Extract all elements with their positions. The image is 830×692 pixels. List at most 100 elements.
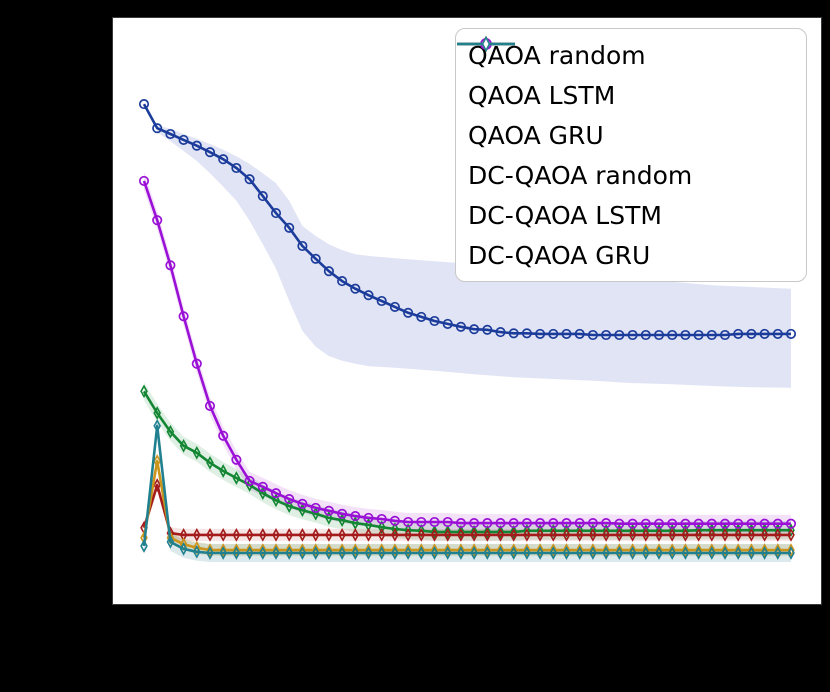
series-dc-qaoa-gru-marker (391, 546, 399, 560)
series-qaoa-lstm-marker (232, 471, 241, 485)
series-dc-qaoa-gru-marker (694, 546, 703, 560)
legend: QAOA random QAOA LSTM QAOA GRU DC-QAOA rand… (455, 28, 807, 282)
series-dc-qaoa-random-marker (561, 518, 572, 529)
series-qaoa-gru-marker (787, 528, 795, 542)
series-qaoa-gru-marker (589, 528, 597, 542)
series-dc-qaoa-gru-marker (536, 546, 544, 560)
series-dc-qaoa-lstm-marker (298, 543, 307, 557)
series-dc-qaoa-lstm-marker (417, 543, 426, 557)
series-dc-qaoa-gru-marker (575, 546, 584, 560)
series-qaoa-random-marker (508, 328, 519, 339)
series-dc-qaoa-random-marker (455, 518, 466, 529)
series-dc-qaoa-lstm-marker (628, 543, 637, 557)
series-qaoa-gru-marker (192, 528, 201, 542)
series-dc-qaoa-gru-marker (153, 419, 162, 433)
series-dc-qaoa-gru-marker (589, 546, 597, 560)
series-qaoa-random-marker (680, 329, 691, 341)
series-dc-qaoa-gru-marker (377, 546, 386, 560)
series-dc-qaoa-lstm-marker (377, 543, 386, 557)
series-dc-qaoa-random-marker (218, 430, 229, 441)
series-qaoa-random-marker (270, 208, 282, 219)
series-dc-qaoa-gru-marker (219, 546, 228, 560)
series-qaoa-gru-marker (430, 528, 439, 542)
series-dc-qaoa-gru-marker (457, 546, 465, 560)
series-dc-qaoa-random-marker (376, 513, 387, 525)
legend-label: QAOA random (468, 40, 646, 70)
legend-label: DC-QAOA random (468, 160, 693, 190)
series-qaoa-gru-marker (391, 528, 399, 542)
series-dc-qaoa-random-marker (719, 518, 731, 529)
series-qaoa-random-marker (627, 329, 638, 341)
series-dc-qaoa-random-marker (310, 502, 321, 513)
series-qaoa-gru-marker (628, 528, 637, 542)
series-dc-qaoa-random-marker (653, 518, 665, 529)
series-qaoa-gru-marker (417, 528, 426, 542)
series-qaoa-gru-marker (734, 528, 743, 542)
series-dc-qaoa-random-line (142, 180, 791, 526)
series-qaoa-random-marker (152, 123, 163, 134)
legend-line-sample-icon (457, 35, 515, 53)
series-dc-qaoa-lstm-marker (760, 543, 769, 557)
series-qaoa-gru-marker (153, 478, 162, 492)
series-qaoa-random-marker (521, 328, 532, 339)
series-dc-qaoa-gru-marker (179, 542, 188, 556)
legend-label: DC-QAOA LSTM (468, 200, 662, 230)
series-dc-qaoa-random-marker (350, 511, 361, 522)
series-qaoa-gru-marker (470, 528, 478, 542)
legend-label: DC-QAOA GRU (468, 240, 651, 270)
series-qaoa-gru-marker (549, 528, 558, 542)
series-qaoa-random-marker (429, 315, 440, 327)
series-dc-qaoa-random-marker (389, 515, 400, 526)
series-qaoa-gru-marker (773, 528, 782, 542)
series-qaoa-random-marker (719, 329, 731, 341)
series-dc-qaoa-lstm-marker (615, 543, 624, 557)
series-dc-qaoa-random-marker (759, 518, 770, 529)
series-dc-qaoa-random-marker (416, 516, 427, 528)
series-qaoa-random-marker (574, 328, 585, 339)
series-dc-qaoa-gru-marker (443, 546, 452, 560)
series-qaoa-random-marker (706, 329, 717, 341)
series-qaoa-gru-marker (364, 528, 373, 542)
series-qaoa-gru-marker (536, 528, 544, 542)
series-qaoa-gru-marker (443, 528, 452, 542)
series-qaoa-random-marker (310, 253, 321, 264)
series-qaoa-lstm-marker (206, 455, 214, 470)
series-qaoa-random-marker (548, 328, 559, 339)
series-qaoa-random-marker (403, 307, 414, 318)
series-qaoa-random-marker (601, 329, 612, 341)
series-dc-qaoa-random-marker (165, 260, 176, 271)
series-dc-qaoa-lstm-marker (245, 543, 254, 557)
series-dc-qaoa-lstm-marker (549, 543, 558, 557)
series-qaoa-gru-marker (496, 528, 505, 542)
series-qaoa-random-marker (191, 140, 202, 151)
series-dc-qaoa-lstm-marker (430, 543, 439, 557)
series-dc-qaoa-gru-marker (641, 546, 650, 560)
series-dc-qaoa-gru-marker (364, 546, 373, 560)
series-dc-qaoa-lstm-marker (285, 543, 294, 557)
series-dc-qaoa-random-marker (785, 518, 797, 529)
series-qaoa-random-marker (257, 191, 268, 202)
series-qaoa-gru-marker (245, 528, 254, 542)
series-dc-qaoa-lstm-marker (153, 454, 162, 468)
series-dc-qaoa-random-marker (508, 518, 519, 529)
series-dc-qaoa-gru-marker (325, 546, 333, 560)
series-dc-qaoa-lstm-marker (668, 543, 677, 557)
series-qaoa-random-marker (337, 276, 348, 287)
series-dc-qaoa-gru-marker (602, 546, 610, 560)
series-dc-qaoa-random-marker (627, 518, 638, 529)
series-dc-qaoa-lstm-marker (509, 543, 518, 557)
series-dc-qaoa-random-marker (284, 494, 295, 505)
series-dc-qaoa-gru-marker (232, 546, 241, 560)
series-dc-qaoa-gru-marker (206, 546, 214, 560)
series-qaoa-lstm-marker (496, 525, 505, 539)
series-dc-qaoa-lstm-marker (589, 543, 597, 557)
series-dc-qaoa-lstm-marker (536, 543, 544, 557)
series-dc-qaoa-gru-marker (747, 546, 756, 560)
legend-item-qaoa-lstm: QAOA LSTM (457, 35, 794, 115)
series-qaoa-gru-marker (523, 528, 531, 542)
series-dc-qaoa-random-marker (667, 518, 678, 529)
series-qaoa-random-marker (231, 162, 242, 174)
series-qaoa-gru-marker (258, 528, 267, 542)
series-qaoa-gru-marker (325, 528, 333, 542)
